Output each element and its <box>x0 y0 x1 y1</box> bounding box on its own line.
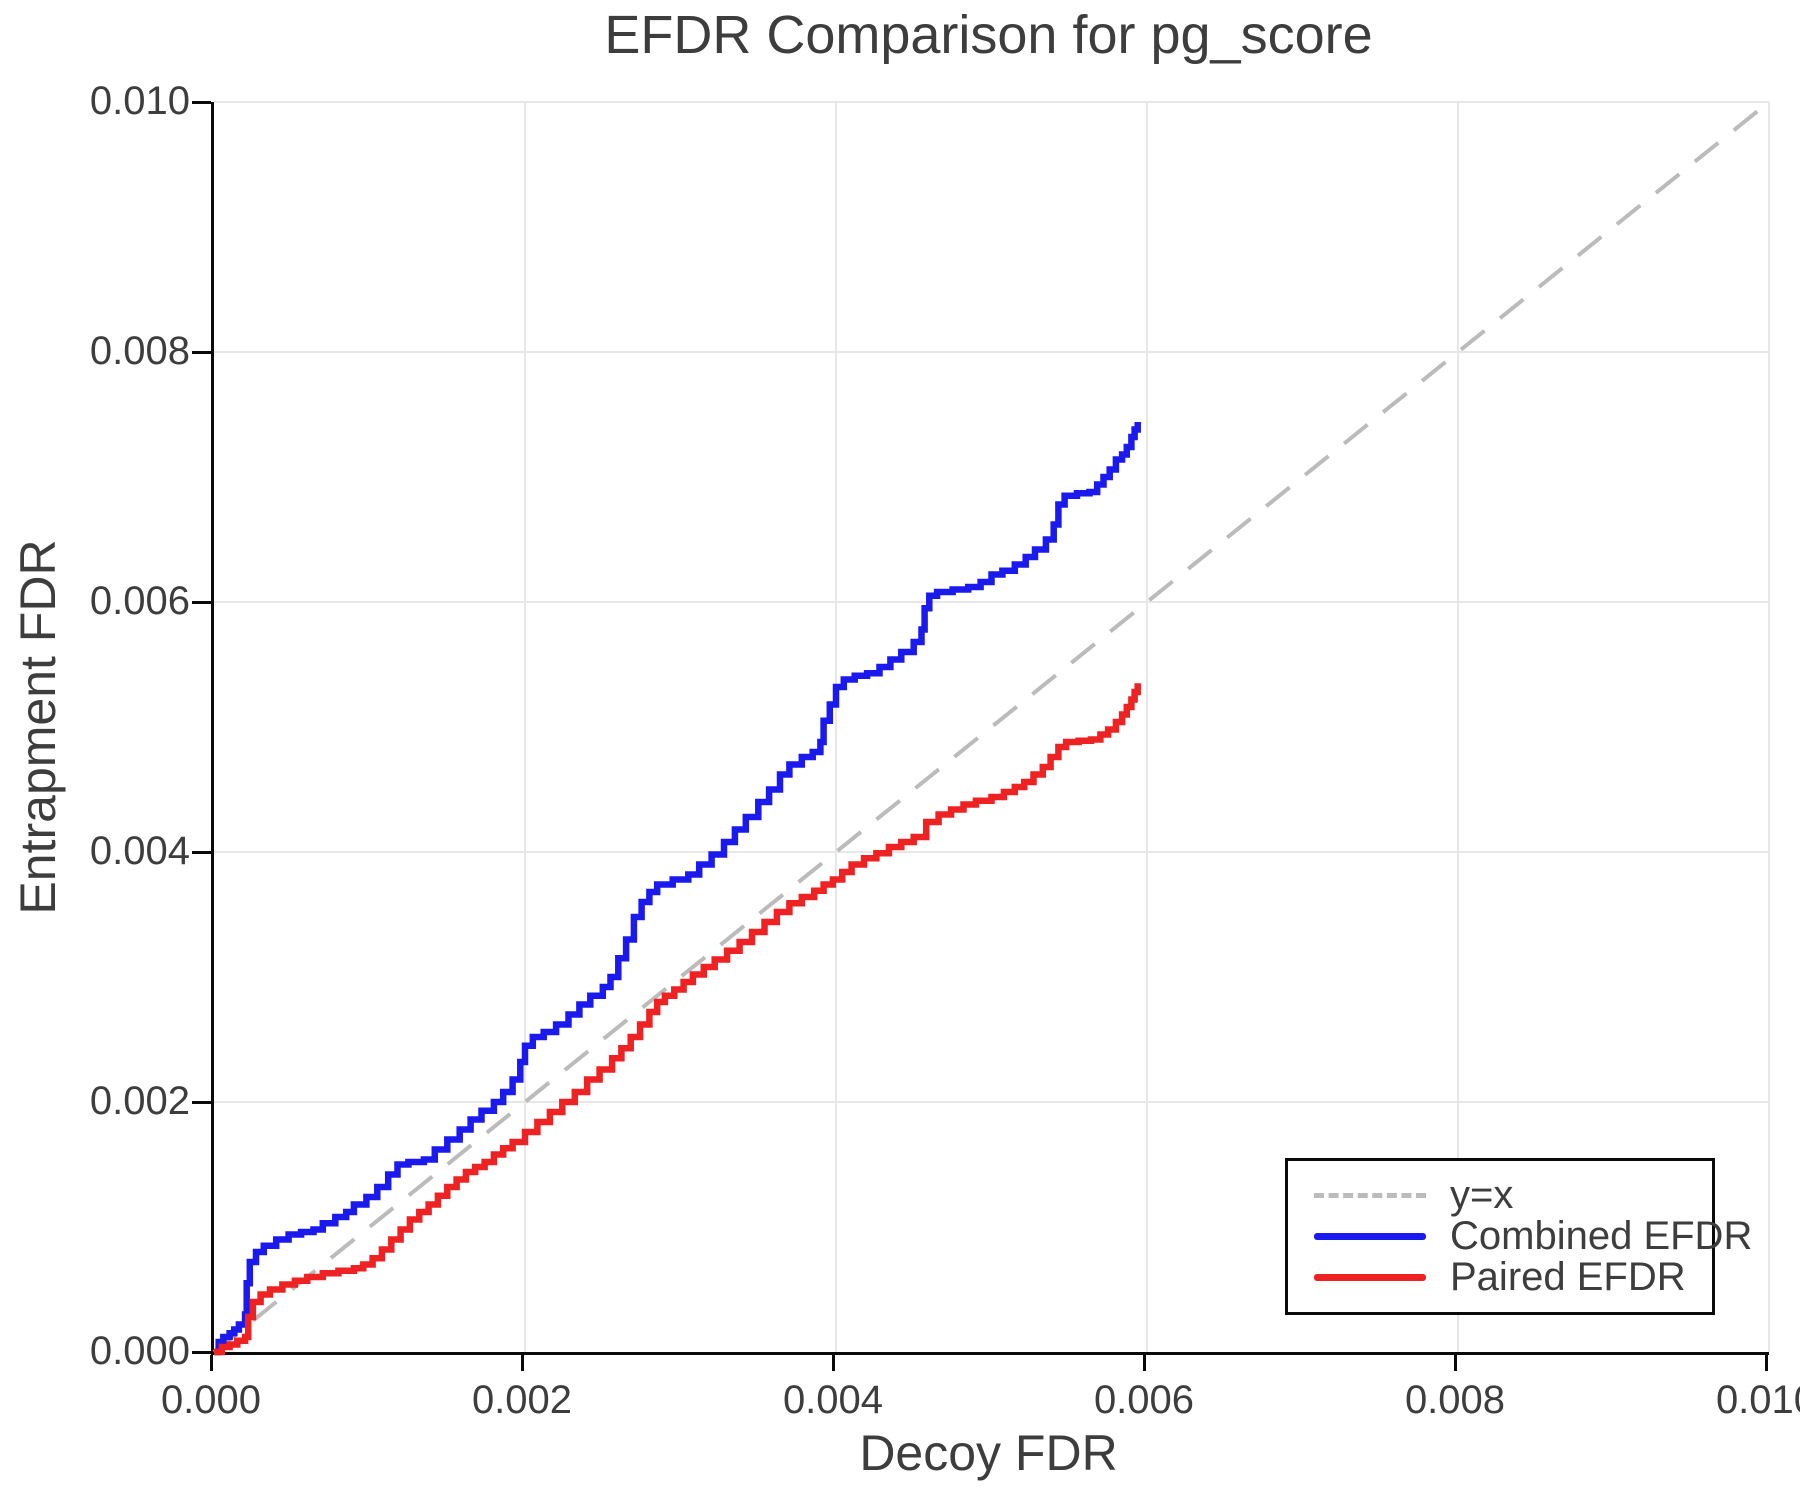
legend-label: Paired EFDR <box>1450 1255 1686 1299</box>
y-tick-mark <box>192 100 211 104</box>
paired-efdr-curve <box>214 683 1141 1356</box>
legend-red-line-sample <box>1314 1274 1426 1281</box>
legend: y=x Combined EFDR Paired EFDR <box>1285 1158 1752 1315</box>
legend-label: Combined EFDR <box>1450 1214 1753 1258</box>
y-tick-mark <box>192 600 211 604</box>
x-tick-mark <box>831 1355 835 1371</box>
x-tick-mark <box>520 1355 524 1371</box>
plot-svg <box>212 100 1771 1356</box>
legend-item-combined-efdr: Combined EFDR <box>1314 1214 1752 1258</box>
plot-area <box>211 100 1771 1356</box>
y-tick-label: 0.002 <box>89 1079 190 1123</box>
chart-title: EFDR Comparison for pg_score <box>604 5 1373 65</box>
y-tick-label: 0.000 <box>89 1329 190 1373</box>
x-tick-mark <box>1453 1355 1457 1371</box>
x-tick-mark <box>1764 1355 1768 1371</box>
x-tick-label: 0.008 <box>1404 1378 1506 1422</box>
combined-efdr-curve <box>214 422 1141 1356</box>
x-tick-label: 0.010 <box>1715 1378 1800 1422</box>
y-tick-label: 0.004 <box>89 829 190 873</box>
x-tick-mark <box>1142 1355 1146 1371</box>
legend-dashed-line-sample <box>1314 1193 1426 1198</box>
legend-blue-line-sample <box>1314 1233 1426 1240</box>
legend-item-yx: y=x <box>1314 1173 1702 1217</box>
y-tick-label: 0.008 <box>89 329 190 373</box>
y-tick-mark <box>192 1100 211 1104</box>
diagonal-reference-line <box>212 100 1771 1354</box>
x-tick-label: 0.002 <box>471 1378 573 1422</box>
x-tick-label: 0.006 <box>1093 1378 1195 1422</box>
x-tick-label: 0.000 <box>160 1378 262 1422</box>
y-tick-label: 0.006 <box>89 579 190 623</box>
legend-item-paired-efdr: Paired EFDR <box>1314 1255 1702 1299</box>
y-axis-label: Entrapment FDR <box>10 539 66 915</box>
y-tick-mark <box>192 850 211 854</box>
x-axis-label: Decoy FDR <box>859 1425 1118 1481</box>
y-tick-mark <box>192 1350 211 1354</box>
y-tick-label: 0.010 <box>89 79 190 123</box>
legend-label: y=x <box>1450 1173 1514 1217</box>
y-tick-mark <box>192 350 211 354</box>
x-tick-mark <box>209 1355 213 1371</box>
x-tick-label: 0.004 <box>782 1378 884 1422</box>
